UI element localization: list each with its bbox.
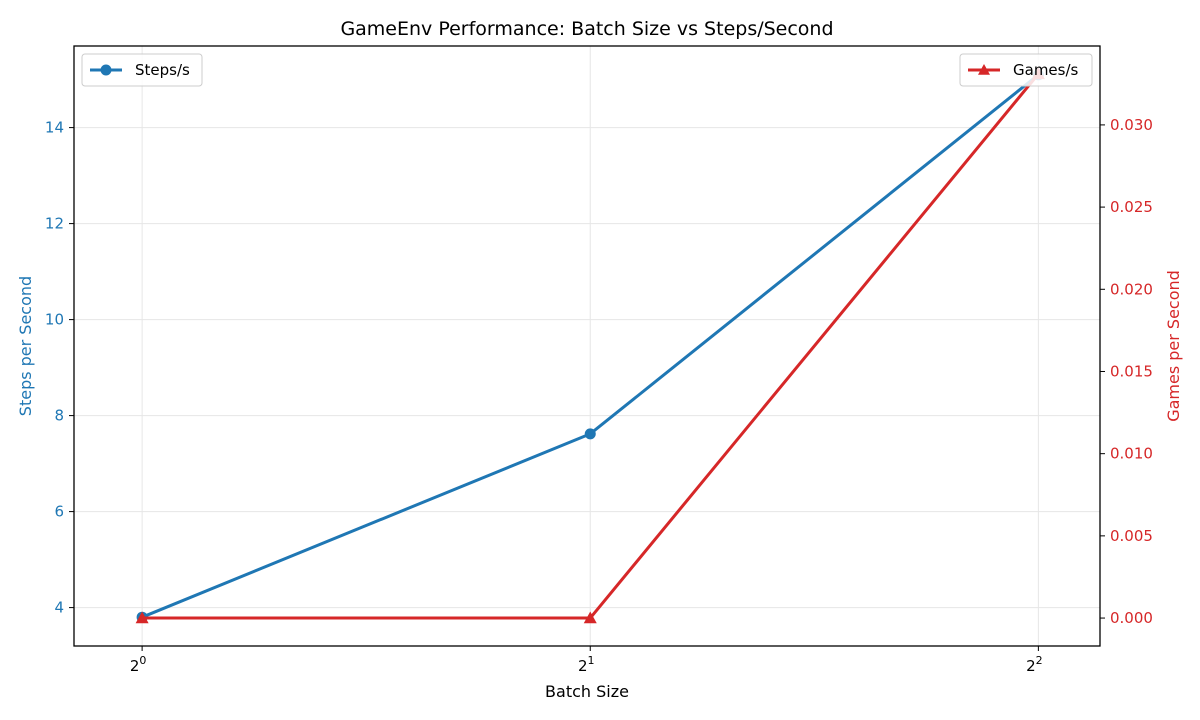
legend-gamess: Games/s	[959, 53, 1093, 87]
y-left-tick-label: 6	[54, 503, 64, 521]
y-right-tick-label: 0.015	[1110, 362, 1153, 380]
y-left-tick-label: 10	[45, 311, 64, 329]
y-left-tick-label: 4	[54, 599, 64, 617]
legends: Steps/s Games/s	[81, 53, 1093, 87]
legend-label: Games/s	[1013, 61, 1079, 79]
x-tick-exponent: 2	[1036, 654, 1043, 667]
legend-marker	[100, 64, 112, 76]
x-tick-label: 22	[1026, 654, 1043, 675]
y-right-tick-label: 0.020	[1110, 280, 1153, 298]
x-tick-base: 2	[1026, 657, 1036, 675]
y-axis-left-label: Steps per Second	[16, 276, 35, 416]
x-tick-base: 2	[130, 657, 140, 675]
y-left-tick-label: 12	[45, 215, 64, 233]
chart-title: GameEnv Performance: Batch Size vs Steps…	[340, 18, 833, 40]
data-point	[584, 428, 596, 440]
y-left-tick-label: 14	[45, 119, 64, 137]
y-axis-right-label: Games per Second	[1164, 270, 1183, 422]
y-right-tick-label: 0.030	[1110, 116, 1153, 134]
legend-marker	[978, 64, 990, 75]
x-tick-label: 20	[130, 654, 147, 675]
grid	[74, 46, 1100, 646]
y-right-tick-label: 0.000	[1110, 609, 1153, 627]
data-point	[583, 611, 597, 624]
legend-box	[959, 53, 1093, 87]
y-right-tick-label: 0.010	[1110, 445, 1153, 463]
plot-frame	[73, 45, 1101, 647]
legend-label: Steps/s	[135, 61, 190, 79]
legend-box	[81, 53, 203, 87]
x-tick-base: 2	[578, 657, 588, 675]
y-right-tick-label: 0.005	[1110, 527, 1153, 545]
y-left-tick-label: 8	[54, 407, 64, 425]
legend-stepss: Steps/s	[81, 53, 203, 87]
y-right-tick-label: 0.025	[1110, 198, 1153, 216]
axes: 20 21 224681012140.0000.0050.0100.0150.020…	[45, 116, 1153, 675]
x-axis-label: Batch Size	[545, 682, 629, 701]
data-point	[135, 611, 149, 624]
x-tick-label: 21	[578, 654, 595, 675]
x-tick-exponent: 0	[139, 654, 146, 667]
x-tick-exponent: 1	[588, 654, 595, 667]
